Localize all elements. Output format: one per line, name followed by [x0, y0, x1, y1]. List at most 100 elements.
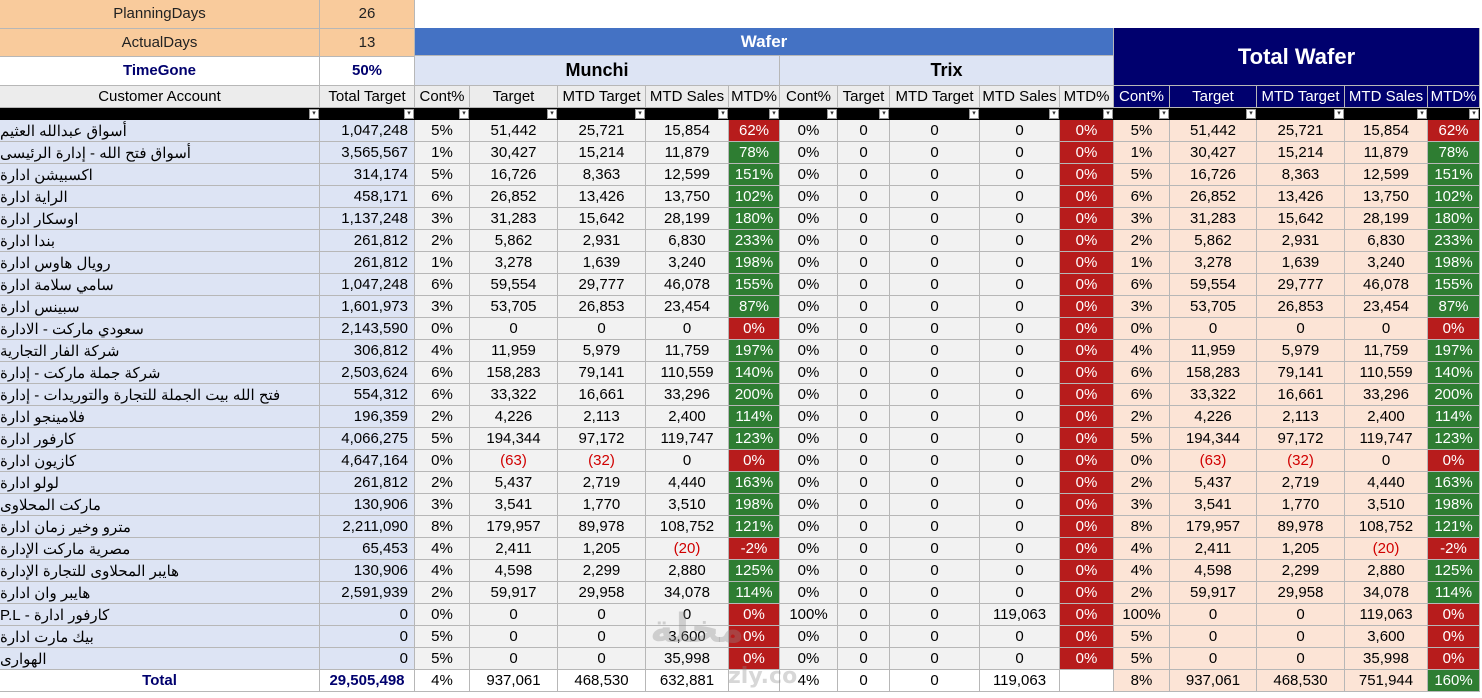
total-wafer-cell[interactable]: 119,063	[1345, 604, 1428, 626]
munchi-cell[interactable]: 4,226	[470, 406, 558, 428]
munchi-cell[interactable]: 8%	[415, 516, 470, 538]
trix-cell[interactable]: 0	[890, 318, 980, 340]
munchi-cell[interactable]: 51,442	[470, 120, 558, 142]
trix-cell[interactable]: 0	[980, 296, 1060, 318]
filter-dropdown-icon[interactable]: ▾	[827, 109, 837, 119]
munchi-cell[interactable]: 0	[470, 648, 558, 670]
total-wafer-cell[interactable]: 0	[1345, 450, 1428, 472]
mtd-percent-cell[interactable]: 0%	[729, 450, 780, 472]
trix-cell[interactable]: 0%	[780, 252, 838, 274]
total-wafer-cell[interactable]: 34,078	[1345, 582, 1428, 604]
customer-name[interactable]: هايبر المحلاوى للتجارة الإدارة	[0, 560, 320, 582]
mtd-percent-cell[interactable]: 125%	[729, 560, 780, 582]
total-wafer-cell[interactable]: 6%	[1114, 384, 1170, 406]
col-header-2[interactable]: Cont%	[415, 86, 470, 108]
trix-cell[interactable]: 0%	[780, 406, 838, 428]
munchi-cell[interactable]: 2,719	[558, 472, 646, 494]
mtd-percent-cell[interactable]: 62%	[729, 120, 780, 142]
mtd-percent-cell[interactable]: 78%	[729, 142, 780, 164]
total-wafer-cell[interactable]: 6%	[1114, 362, 1170, 384]
filter-dropdown-icon[interactable]: ▾	[969, 109, 979, 119]
filter-dropdown-icon[interactable]: ▾	[1469, 109, 1479, 119]
munchi-cell[interactable]: 1,205	[558, 538, 646, 560]
mtd-percent-cell[interactable]: 123%	[1428, 428, 1480, 450]
mtd-percent-cell[interactable]: 87%	[729, 296, 780, 318]
mtd-percent-cell[interactable]: 125%	[1428, 560, 1480, 582]
total-target-cell[interactable]: 2,503,624	[320, 362, 415, 384]
mtd-percent-cell[interactable]: 0%	[1060, 384, 1114, 406]
mtd-percent-cell[interactable]: 62%	[1428, 120, 1480, 142]
total-wafer-cell[interactable]: 15,642	[1257, 208, 1345, 230]
total-wafer-cell[interactable]: 89,978	[1257, 516, 1345, 538]
col-header-7[interactable]: Cont%	[780, 86, 838, 108]
total-wafer-cell[interactable]: 3%	[1114, 208, 1170, 230]
munchi-cell[interactable]: 5%	[415, 120, 470, 142]
trix-cell[interactable]: 0%	[780, 516, 838, 538]
trix-cell[interactable]: 0%	[780, 362, 838, 384]
col-header-14[interactable]: MTD Target	[1257, 86, 1345, 108]
total-wafer-cell[interactable]: 0	[1257, 604, 1345, 626]
total-wafer-cell[interactable]: 15,854	[1345, 120, 1428, 142]
info-value-planningdays[interactable]: 26	[320, 0, 415, 29]
mtd-percent-cell[interactable]: 0%	[1060, 208, 1114, 230]
munchi-cell[interactable]: 2%	[415, 406, 470, 428]
total-wafer-cell[interactable]: 194,344	[1170, 428, 1257, 450]
total-target-cell[interactable]: 458,171	[320, 186, 415, 208]
trix-cell[interactable]: 0%	[780, 472, 838, 494]
munchi-cell[interactable]: 6%	[415, 274, 470, 296]
total-wafer-cell[interactable]: 12,599	[1345, 164, 1428, 186]
total-target-cell[interactable]: 314,174	[320, 164, 415, 186]
mtd-percent-cell[interactable]: 140%	[729, 362, 780, 384]
mtd-percent-cell[interactable]: 198%	[729, 494, 780, 516]
mtd-percent-cell[interactable]: 0%	[1060, 428, 1114, 450]
munchi-cell[interactable]: 0	[470, 318, 558, 340]
total-wafer-cell[interactable]: 2%	[1114, 230, 1170, 252]
mtd-percent-cell[interactable]: 180%	[729, 208, 780, 230]
trix-cell[interactable]: 0	[890, 142, 980, 164]
munchi-cell[interactable]: 158,283	[470, 362, 558, 384]
customer-name[interactable]: هايبر وان ادارة	[0, 582, 320, 604]
customer-name[interactable]: فتح الله بيت الجملة للتجارة والتوريدات -…	[0, 384, 320, 406]
trix-cell[interactable]: 0	[890, 428, 980, 450]
trix-cell[interactable]: 0%	[780, 230, 838, 252]
munchi-cell[interactable]: 2,113	[558, 406, 646, 428]
customer-name[interactable]: مترو وخير زمان ادارة	[0, 516, 320, 538]
munchi-cell[interactable]: 89,978	[558, 516, 646, 538]
munchi-cell[interactable]: 29,958	[558, 582, 646, 604]
mtd-percent-cell[interactable]: 0%	[1060, 318, 1114, 340]
total-wafer-cell[interactable]: 3,278	[1170, 252, 1257, 274]
trix-cell[interactable]: 0	[890, 164, 980, 186]
munchi-cell[interactable]: 3,600	[646, 626, 729, 648]
total-target-cell[interactable]: 130,906	[320, 560, 415, 582]
total-wafer-cell[interactable]: 5,437	[1170, 472, 1257, 494]
total-target-cell[interactable]: 2,211,090	[320, 516, 415, 538]
trix-cell[interactable]: 0	[890, 296, 980, 318]
filter-dropdown-icon[interactable]: ▾	[459, 109, 469, 119]
munchi-cell[interactable]: 28,199	[646, 208, 729, 230]
trix-cell[interactable]: 0	[890, 120, 980, 142]
mtd-percent-cell[interactable]: 0%	[729, 626, 780, 648]
total-wafer-cell[interactable]: 11,959	[1170, 340, 1257, 362]
munchi-cell[interactable]: 5%	[415, 648, 470, 670]
munchi-cell[interactable]: 0	[470, 604, 558, 626]
mtd-percent-cell[interactable]: 0%	[1428, 648, 1480, 670]
munchi-cell[interactable]: 15,214	[558, 142, 646, 164]
trix-cell[interactable]: 0	[980, 120, 1060, 142]
munchi-cell[interactable]: 0%	[415, 604, 470, 626]
trix-cell[interactable]: 0	[838, 274, 890, 296]
total-cell[interactable]: 4%	[415, 670, 470, 692]
total-wafer-cell[interactable]: 5,862	[1170, 230, 1257, 252]
mtd-percent-cell[interactable]: 198%	[729, 252, 780, 274]
munchi-cell[interactable]: 11,879	[646, 142, 729, 164]
munchi-cell[interactable]: 110,559	[646, 362, 729, 384]
munchi-cell[interactable]: 5,437	[470, 472, 558, 494]
munchi-cell[interactable]: 6,830	[646, 230, 729, 252]
trix-cell[interactable]: 0	[890, 648, 980, 670]
mtd-percent-cell[interactable]: 155%	[729, 274, 780, 296]
total-wafer-cell[interactable]: (63)	[1170, 450, 1257, 472]
trix-cell[interactable]: 0	[838, 186, 890, 208]
total-wafer-cell[interactable]: 4,440	[1345, 472, 1428, 494]
munchi-cell[interactable]: (63)	[470, 450, 558, 472]
mtd-percent-cell[interactable]: 114%	[729, 582, 780, 604]
total-target-cell[interactable]: 130,906	[320, 494, 415, 516]
